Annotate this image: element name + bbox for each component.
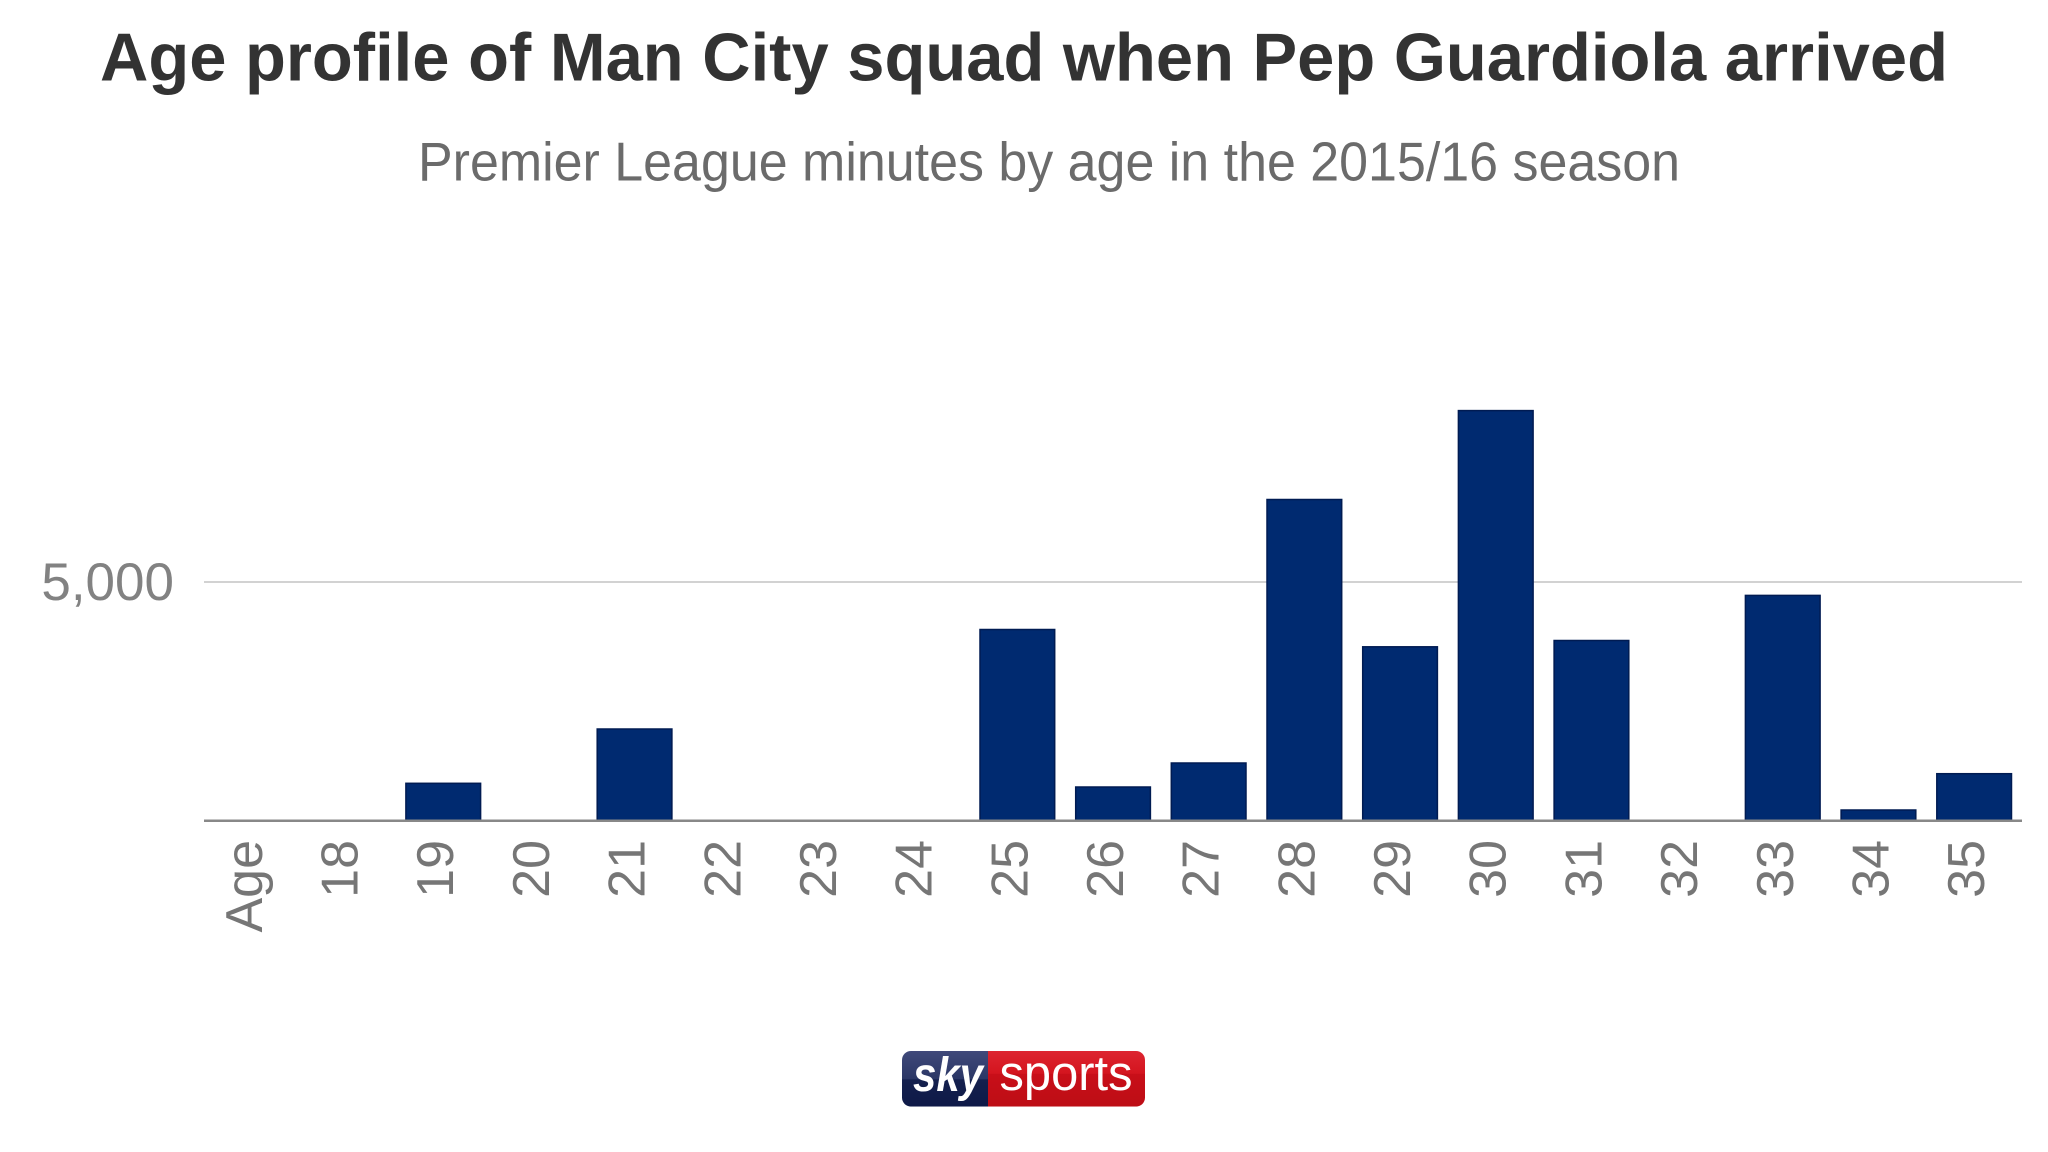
svg-text:24: 24: [886, 840, 944, 898]
svg-text:32: 32: [1651, 840, 1709, 898]
svg-text:31: 31: [1555, 840, 1613, 898]
svg-text:18: 18: [312, 840, 370, 898]
svg-text:sky: sky: [913, 1049, 985, 1102]
svg-text:26: 26: [1077, 840, 1135, 898]
svg-text:30: 30: [1460, 840, 1518, 898]
svg-text:28: 28: [1268, 840, 1326, 898]
svg-text:23: 23: [790, 840, 848, 898]
svg-text:35: 35: [1938, 840, 1996, 898]
svg-text:29: 29: [1364, 840, 1422, 898]
svg-text:22: 22: [694, 840, 752, 898]
svg-text:Premier League minutes by age: Premier League minutes by age in the 201…: [418, 131, 1680, 193]
svg-text:Age profile of Man City squad: Age profile of Man City squad when Pep G…: [100, 20, 1948, 96]
svg-text:20: 20: [503, 840, 561, 898]
svg-text:Age: Age: [216, 840, 274, 933]
svg-text:19: 19: [407, 840, 465, 898]
svg-text:34: 34: [1843, 840, 1901, 898]
svg-text:5,000: 5,000: [41, 553, 174, 612]
svg-text:27: 27: [1173, 840, 1231, 898]
svg-text:21: 21: [599, 840, 657, 898]
svg-text:sports: sports: [1000, 1047, 1133, 1101]
svg-text:33: 33: [1747, 840, 1805, 898]
svg-text:25: 25: [981, 840, 1039, 898]
